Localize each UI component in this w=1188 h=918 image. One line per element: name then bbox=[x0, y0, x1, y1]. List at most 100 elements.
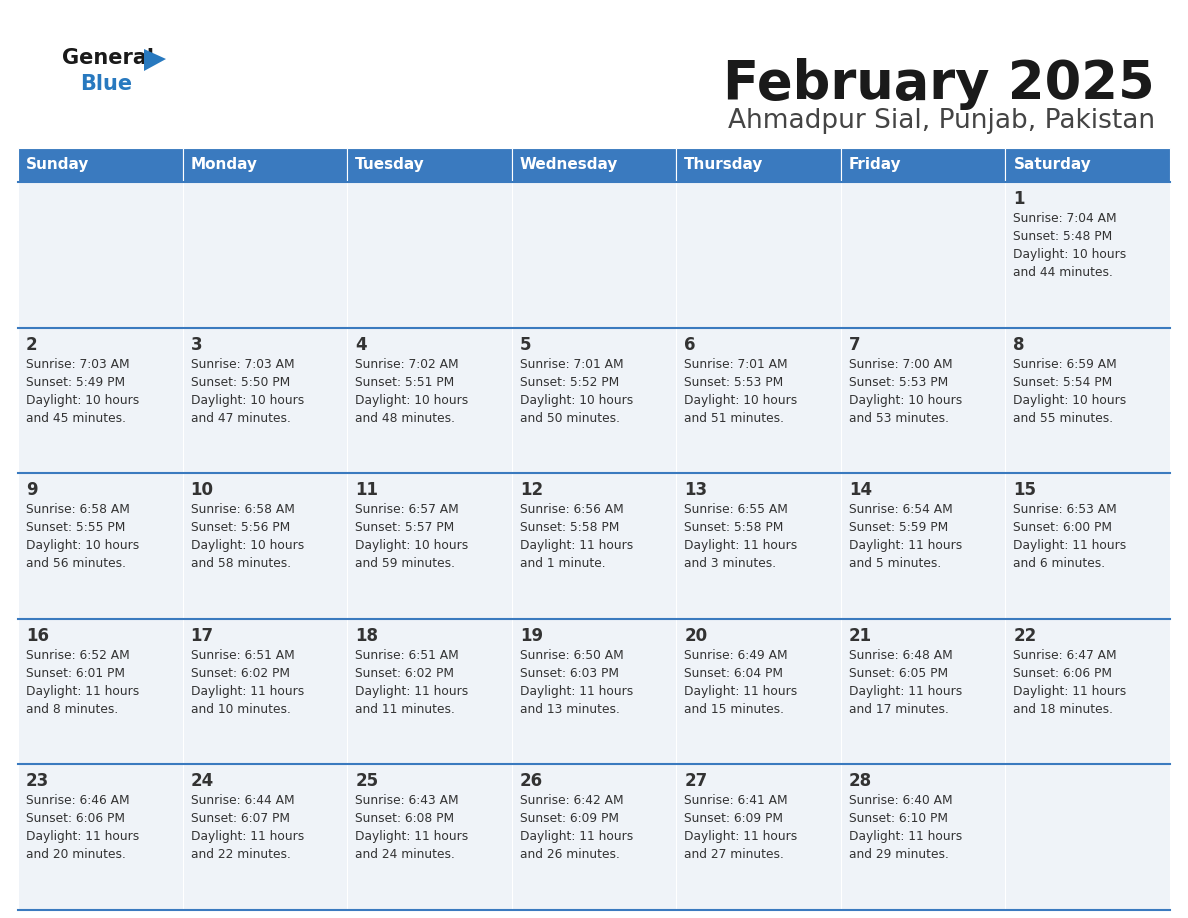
Text: Sunset: 5:50 PM: Sunset: 5:50 PM bbox=[190, 375, 290, 388]
Text: Sunset: 6:01 PM: Sunset: 6:01 PM bbox=[26, 666, 125, 680]
Text: Sunrise: 6:51 AM: Sunrise: 6:51 AM bbox=[190, 649, 295, 662]
Text: Daylight: 11 hours: Daylight: 11 hours bbox=[849, 539, 962, 553]
FancyBboxPatch shape bbox=[18, 473, 183, 619]
Text: Daylight: 11 hours: Daylight: 11 hours bbox=[26, 685, 139, 698]
Text: 9: 9 bbox=[26, 481, 38, 499]
Text: Sunset: 6:04 PM: Sunset: 6:04 PM bbox=[684, 666, 783, 680]
Text: Daylight: 11 hours: Daylight: 11 hours bbox=[355, 831, 468, 844]
Text: 4: 4 bbox=[355, 336, 367, 353]
Text: Sunset: 6:10 PM: Sunset: 6:10 PM bbox=[849, 812, 948, 825]
Text: and 58 minutes.: and 58 minutes. bbox=[190, 557, 291, 570]
Text: Sunset: 6:06 PM: Sunset: 6:06 PM bbox=[26, 812, 125, 825]
Text: 12: 12 bbox=[519, 481, 543, 499]
Text: and 59 minutes.: and 59 minutes. bbox=[355, 557, 455, 570]
Text: and 45 minutes.: and 45 minutes. bbox=[26, 411, 126, 425]
FancyBboxPatch shape bbox=[347, 619, 512, 765]
Text: Sunset: 6:05 PM: Sunset: 6:05 PM bbox=[849, 666, 948, 680]
Text: and 56 minutes.: and 56 minutes. bbox=[26, 557, 126, 570]
FancyBboxPatch shape bbox=[841, 619, 1005, 765]
Text: Sunset: 5:51 PM: Sunset: 5:51 PM bbox=[355, 375, 454, 388]
Text: Daylight: 11 hours: Daylight: 11 hours bbox=[849, 831, 962, 844]
Text: Sunrise: 6:59 AM: Sunrise: 6:59 AM bbox=[1013, 358, 1117, 371]
Text: Sunrise: 6:40 AM: Sunrise: 6:40 AM bbox=[849, 794, 953, 808]
Text: Tuesday: Tuesday bbox=[355, 158, 425, 173]
Text: Sunset: 6:09 PM: Sunset: 6:09 PM bbox=[684, 812, 783, 825]
Text: Sunset: 5:58 PM: Sunset: 5:58 PM bbox=[519, 521, 619, 534]
FancyBboxPatch shape bbox=[841, 765, 1005, 910]
Text: Daylight: 11 hours: Daylight: 11 hours bbox=[684, 831, 797, 844]
Text: Daylight: 10 hours: Daylight: 10 hours bbox=[190, 394, 304, 407]
Text: 7: 7 bbox=[849, 336, 860, 353]
Text: Daylight: 11 hours: Daylight: 11 hours bbox=[684, 539, 797, 553]
Text: Sunrise: 7:02 AM: Sunrise: 7:02 AM bbox=[355, 358, 459, 371]
FancyBboxPatch shape bbox=[18, 328, 183, 473]
Text: Sunset: 5:49 PM: Sunset: 5:49 PM bbox=[26, 375, 125, 388]
FancyBboxPatch shape bbox=[1005, 473, 1170, 619]
FancyBboxPatch shape bbox=[183, 182, 347, 328]
Text: Daylight: 11 hours: Daylight: 11 hours bbox=[1013, 539, 1126, 553]
FancyBboxPatch shape bbox=[347, 765, 512, 910]
FancyBboxPatch shape bbox=[512, 619, 676, 765]
Text: Thursday: Thursday bbox=[684, 158, 764, 173]
Text: Sunrise: 6:56 AM: Sunrise: 6:56 AM bbox=[519, 503, 624, 516]
Text: Daylight: 11 hours: Daylight: 11 hours bbox=[26, 831, 139, 844]
Text: Sunrise: 6:43 AM: Sunrise: 6:43 AM bbox=[355, 794, 459, 808]
Text: Daylight: 11 hours: Daylight: 11 hours bbox=[519, 831, 633, 844]
Text: Sunrise: 6:48 AM: Sunrise: 6:48 AM bbox=[849, 649, 953, 662]
Text: Sunset: 5:59 PM: Sunset: 5:59 PM bbox=[849, 521, 948, 534]
Text: 17: 17 bbox=[190, 627, 214, 644]
Text: Sunset: 5:53 PM: Sunset: 5:53 PM bbox=[684, 375, 784, 388]
Text: Daylight: 11 hours: Daylight: 11 hours bbox=[1013, 685, 1126, 698]
Text: 6: 6 bbox=[684, 336, 696, 353]
FancyBboxPatch shape bbox=[1005, 619, 1170, 765]
Text: and 24 minutes.: and 24 minutes. bbox=[355, 848, 455, 861]
Text: Sunset: 6:07 PM: Sunset: 6:07 PM bbox=[190, 812, 290, 825]
Text: and 18 minutes.: and 18 minutes. bbox=[1013, 703, 1113, 716]
Text: and 17 minutes.: and 17 minutes. bbox=[849, 703, 949, 716]
Text: Daylight: 11 hours: Daylight: 11 hours bbox=[190, 685, 304, 698]
Text: Daylight: 10 hours: Daylight: 10 hours bbox=[519, 394, 633, 407]
Text: 16: 16 bbox=[26, 627, 49, 644]
Text: Daylight: 11 hours: Daylight: 11 hours bbox=[519, 539, 633, 553]
Text: 21: 21 bbox=[849, 627, 872, 644]
Text: 3: 3 bbox=[190, 336, 202, 353]
Text: and 11 minutes.: and 11 minutes. bbox=[355, 703, 455, 716]
Text: Daylight: 11 hours: Daylight: 11 hours bbox=[190, 831, 304, 844]
Text: 1: 1 bbox=[1013, 190, 1025, 208]
Text: Daylight: 11 hours: Daylight: 11 hours bbox=[519, 685, 633, 698]
Text: Sunset: 5:55 PM: Sunset: 5:55 PM bbox=[26, 521, 126, 534]
Text: Sunset: 6:02 PM: Sunset: 6:02 PM bbox=[355, 666, 454, 680]
FancyBboxPatch shape bbox=[183, 473, 347, 619]
Text: Sunset: 5:56 PM: Sunset: 5:56 PM bbox=[190, 521, 290, 534]
Text: Daylight: 11 hours: Daylight: 11 hours bbox=[684, 685, 797, 698]
Text: and 48 minutes.: and 48 minutes. bbox=[355, 411, 455, 425]
Text: Sunset: 6:09 PM: Sunset: 6:09 PM bbox=[519, 812, 619, 825]
Text: Sunset: 5:54 PM: Sunset: 5:54 PM bbox=[1013, 375, 1113, 388]
Text: Daylight: 10 hours: Daylight: 10 hours bbox=[355, 394, 468, 407]
Text: and 6 minutes.: and 6 minutes. bbox=[1013, 557, 1106, 570]
Text: Sunset: 6:03 PM: Sunset: 6:03 PM bbox=[519, 666, 619, 680]
Text: Sunrise: 6:58 AM: Sunrise: 6:58 AM bbox=[26, 503, 129, 516]
FancyBboxPatch shape bbox=[183, 148, 347, 182]
Text: and 29 minutes.: and 29 minutes. bbox=[849, 848, 949, 861]
Text: Sunrise: 6:50 AM: Sunrise: 6:50 AM bbox=[519, 649, 624, 662]
FancyBboxPatch shape bbox=[512, 148, 676, 182]
Text: Daylight: 10 hours: Daylight: 10 hours bbox=[1013, 248, 1126, 261]
FancyBboxPatch shape bbox=[512, 328, 676, 473]
Text: Sunset: 6:06 PM: Sunset: 6:06 PM bbox=[1013, 666, 1112, 680]
Text: Sunrise: 7:03 AM: Sunrise: 7:03 AM bbox=[26, 358, 129, 371]
Text: and 50 minutes.: and 50 minutes. bbox=[519, 411, 620, 425]
Text: and 22 minutes.: and 22 minutes. bbox=[190, 848, 290, 861]
Text: Sunday: Sunday bbox=[26, 158, 89, 173]
Text: Daylight: 10 hours: Daylight: 10 hours bbox=[355, 539, 468, 553]
Text: Sunrise: 6:46 AM: Sunrise: 6:46 AM bbox=[26, 794, 129, 808]
Text: 26: 26 bbox=[519, 772, 543, 790]
Polygon shape bbox=[144, 49, 166, 71]
FancyBboxPatch shape bbox=[841, 473, 1005, 619]
Text: and 5 minutes.: and 5 minutes. bbox=[849, 557, 941, 570]
FancyBboxPatch shape bbox=[1005, 765, 1170, 910]
FancyBboxPatch shape bbox=[183, 619, 347, 765]
Text: Sunrise: 7:04 AM: Sunrise: 7:04 AM bbox=[1013, 212, 1117, 225]
FancyBboxPatch shape bbox=[347, 182, 512, 328]
Text: Sunrise: 6:47 AM: Sunrise: 6:47 AM bbox=[1013, 649, 1117, 662]
